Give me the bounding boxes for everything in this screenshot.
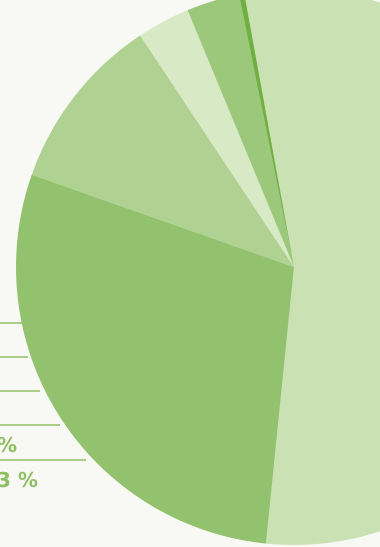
pie-slice-3 [31,35,295,267]
data-label-percent-2: 3 % [0,468,38,492]
data-label-percent-1: % [0,433,17,457]
pie-slices [15,0,380,545]
leader-lines [0,322,86,461]
pie-slice-5 [187,0,294,267]
pie-slice-2 [15,174,295,544]
pie-slice-6 [240,0,294,267]
pie-slice-4 [140,10,294,268]
pie-slice-1 [245,0,380,545]
